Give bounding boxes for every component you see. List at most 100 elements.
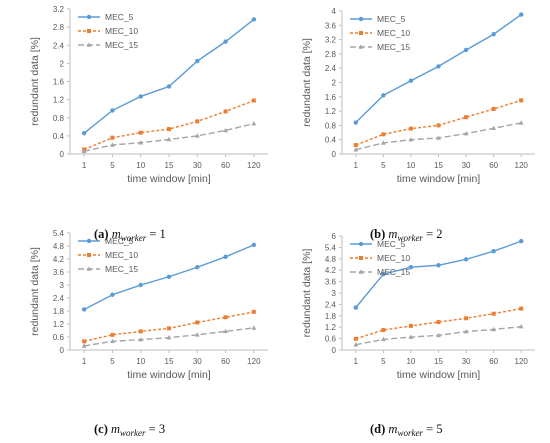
y-tick-label: 0.6 — [53, 333, 65, 342]
series-mec5 — [81, 17, 257, 136]
series-mec15 — [353, 120, 524, 152]
data-point-mec5 — [381, 271, 386, 277]
x-tick-label: 1 — [354, 161, 359, 170]
series-mec5 — [353, 238, 524, 310]
data-point-mec15 — [81, 148, 87, 154]
chart-a: 00.40.81.21.622.42.83.21 5 10 15 30 60 120time… — [29, 5, 268, 185]
x-tick-label: 10 — [406, 357, 415, 366]
caption-b: (b) mworker = 2 — [370, 227, 443, 243]
x-tick-label: 10 — [136, 161, 145, 170]
data-point-mec10 — [82, 339, 87, 344]
legend-label-mec5: MEC_5 — [377, 239, 406, 249]
data-point-mec5 — [408, 78, 414, 83]
data-point-mec10 — [223, 109, 228, 114]
data-point-mec10 — [251, 309, 256, 314]
x-tick-label: 5 — [110, 357, 115, 366]
series-mec10 — [353, 306, 524, 341]
data-point-mec15 — [491, 125, 497, 131]
series-mec10 — [353, 98, 524, 148]
x-tick-label: 15 — [434, 161, 443, 170]
data-point-mec15 — [463, 328, 469, 334]
x-axis-title: time window [min] — [397, 369, 481, 381]
y-tick-label: 1.2 — [53, 320, 65, 329]
x-tick-label: 30 — [193, 357, 202, 366]
caption-d-sub: worker — [397, 428, 423, 438]
data-point-mec15 — [194, 332, 200, 337]
x-axis-title: time window [min] — [127, 173, 211, 185]
x-tick-label: 120 — [247, 161, 261, 170]
legend-label-mec10: MEC_10 — [377, 28, 410, 38]
x-tick-label: 5 — [381, 161, 386, 170]
y-tick-label: 3.2 — [325, 36, 337, 45]
legend-label-mec10: MEC_10 — [105, 26, 138, 36]
y-tick-label: 0 — [60, 150, 65, 159]
series-mec15 — [353, 324, 524, 347]
caption-b-label: (b) — [370, 227, 386, 241]
data-point-mec5 — [195, 58, 200, 64]
data-point-mec10 — [436, 320, 441, 325]
data-point-mec15 — [251, 121, 257, 126]
y-tick-label: 4.8 — [53, 242, 65, 251]
caption-d-rest: = 5 — [426, 422, 443, 436]
data-point-mec5 — [436, 64, 441, 69]
data-point-mec5 — [110, 292, 115, 297]
data-point-mec5 — [491, 249, 496, 254]
data-point-mec15 — [223, 328, 228, 334]
x-tick-label: 30 — [193, 161, 202, 170]
data-point-mec5 — [408, 264, 414, 270]
y-tick-label: 3.2 — [53, 5, 65, 14]
x-tick-label: 1 — [354, 357, 359, 366]
y-tick-label: 2.4 — [53, 41, 65, 50]
caption-d: (d) mworker = 5 — [370, 422, 443, 438]
series-mec15 — [81, 121, 257, 154]
y-tick-label: 6 — [332, 232, 337, 241]
x-tick-label: 120 — [247, 357, 261, 366]
data-point-mec5 — [251, 17, 257, 22]
data-point-mec5 — [223, 39, 228, 44]
data-point-mec10 — [436, 123, 441, 128]
data-point-mec5 — [166, 274, 172, 279]
data-point-mec5 — [519, 238, 524, 244]
data-point-mec15 — [81, 343, 87, 348]
series-mec10 — [82, 309, 256, 344]
data-point-mec15 — [251, 325, 257, 330]
data-point-mec15 — [166, 136, 172, 142]
x-tick-label: 15 — [165, 357, 174, 366]
data-point-mec10 — [195, 119, 200, 124]
legend-marker-mec10 — [87, 253, 91, 257]
legend-marker-mec10 — [359, 31, 363, 35]
data-point-mec10 — [491, 311, 496, 316]
data-point-mec15 — [463, 131, 469, 136]
legend-marker-mec10 — [359, 256, 363, 260]
x-tick-label: 10 — [136, 357, 145, 366]
series-mec15 — [81, 325, 257, 348]
data-point-mec10 — [408, 323, 413, 328]
data-point-mec15 — [408, 137, 414, 142]
caption-c-rest: = 3 — [148, 422, 166, 436]
x-axis-title: time window [min] — [397, 173, 481, 185]
legend-label-mec10: MEC_10 — [105, 250, 138, 260]
data-point-mec5 — [463, 257, 469, 262]
x-tick-label: 30 — [462, 357, 471, 366]
data-point-mec15 — [166, 335, 172, 340]
data-point-mec15 — [138, 337, 144, 342]
data-point-mec10 — [381, 328, 386, 333]
data-point-mec5 — [463, 47, 469, 53]
series-mec10-line — [83, 99, 255, 151]
data-point-mec10 — [464, 115, 469, 120]
y-tick-label: 0 — [332, 346, 337, 355]
x-tick-label: 60 — [221, 161, 230, 170]
legend-marker-mec5 — [358, 241, 364, 247]
y-tick-label: 3 — [60, 281, 65, 290]
data-point-mec10 — [223, 315, 228, 320]
x-tick-label: 5 — [381, 357, 386, 366]
data-point-mec10 — [195, 320, 200, 325]
caption-c: (c) mworker = 3 — [94, 422, 165, 438]
data-point-mec5 — [353, 120, 358, 125]
x-tick-label: 60 — [489, 357, 498, 366]
series-mec5 — [81, 242, 257, 312]
y-tick-label: 0.6 — [325, 335, 337, 344]
y-tick-label: 2 — [60, 59, 65, 68]
data-point-mec10 — [167, 326, 171, 331]
legend-label-mec5: MEC_5 — [105, 236, 134, 246]
